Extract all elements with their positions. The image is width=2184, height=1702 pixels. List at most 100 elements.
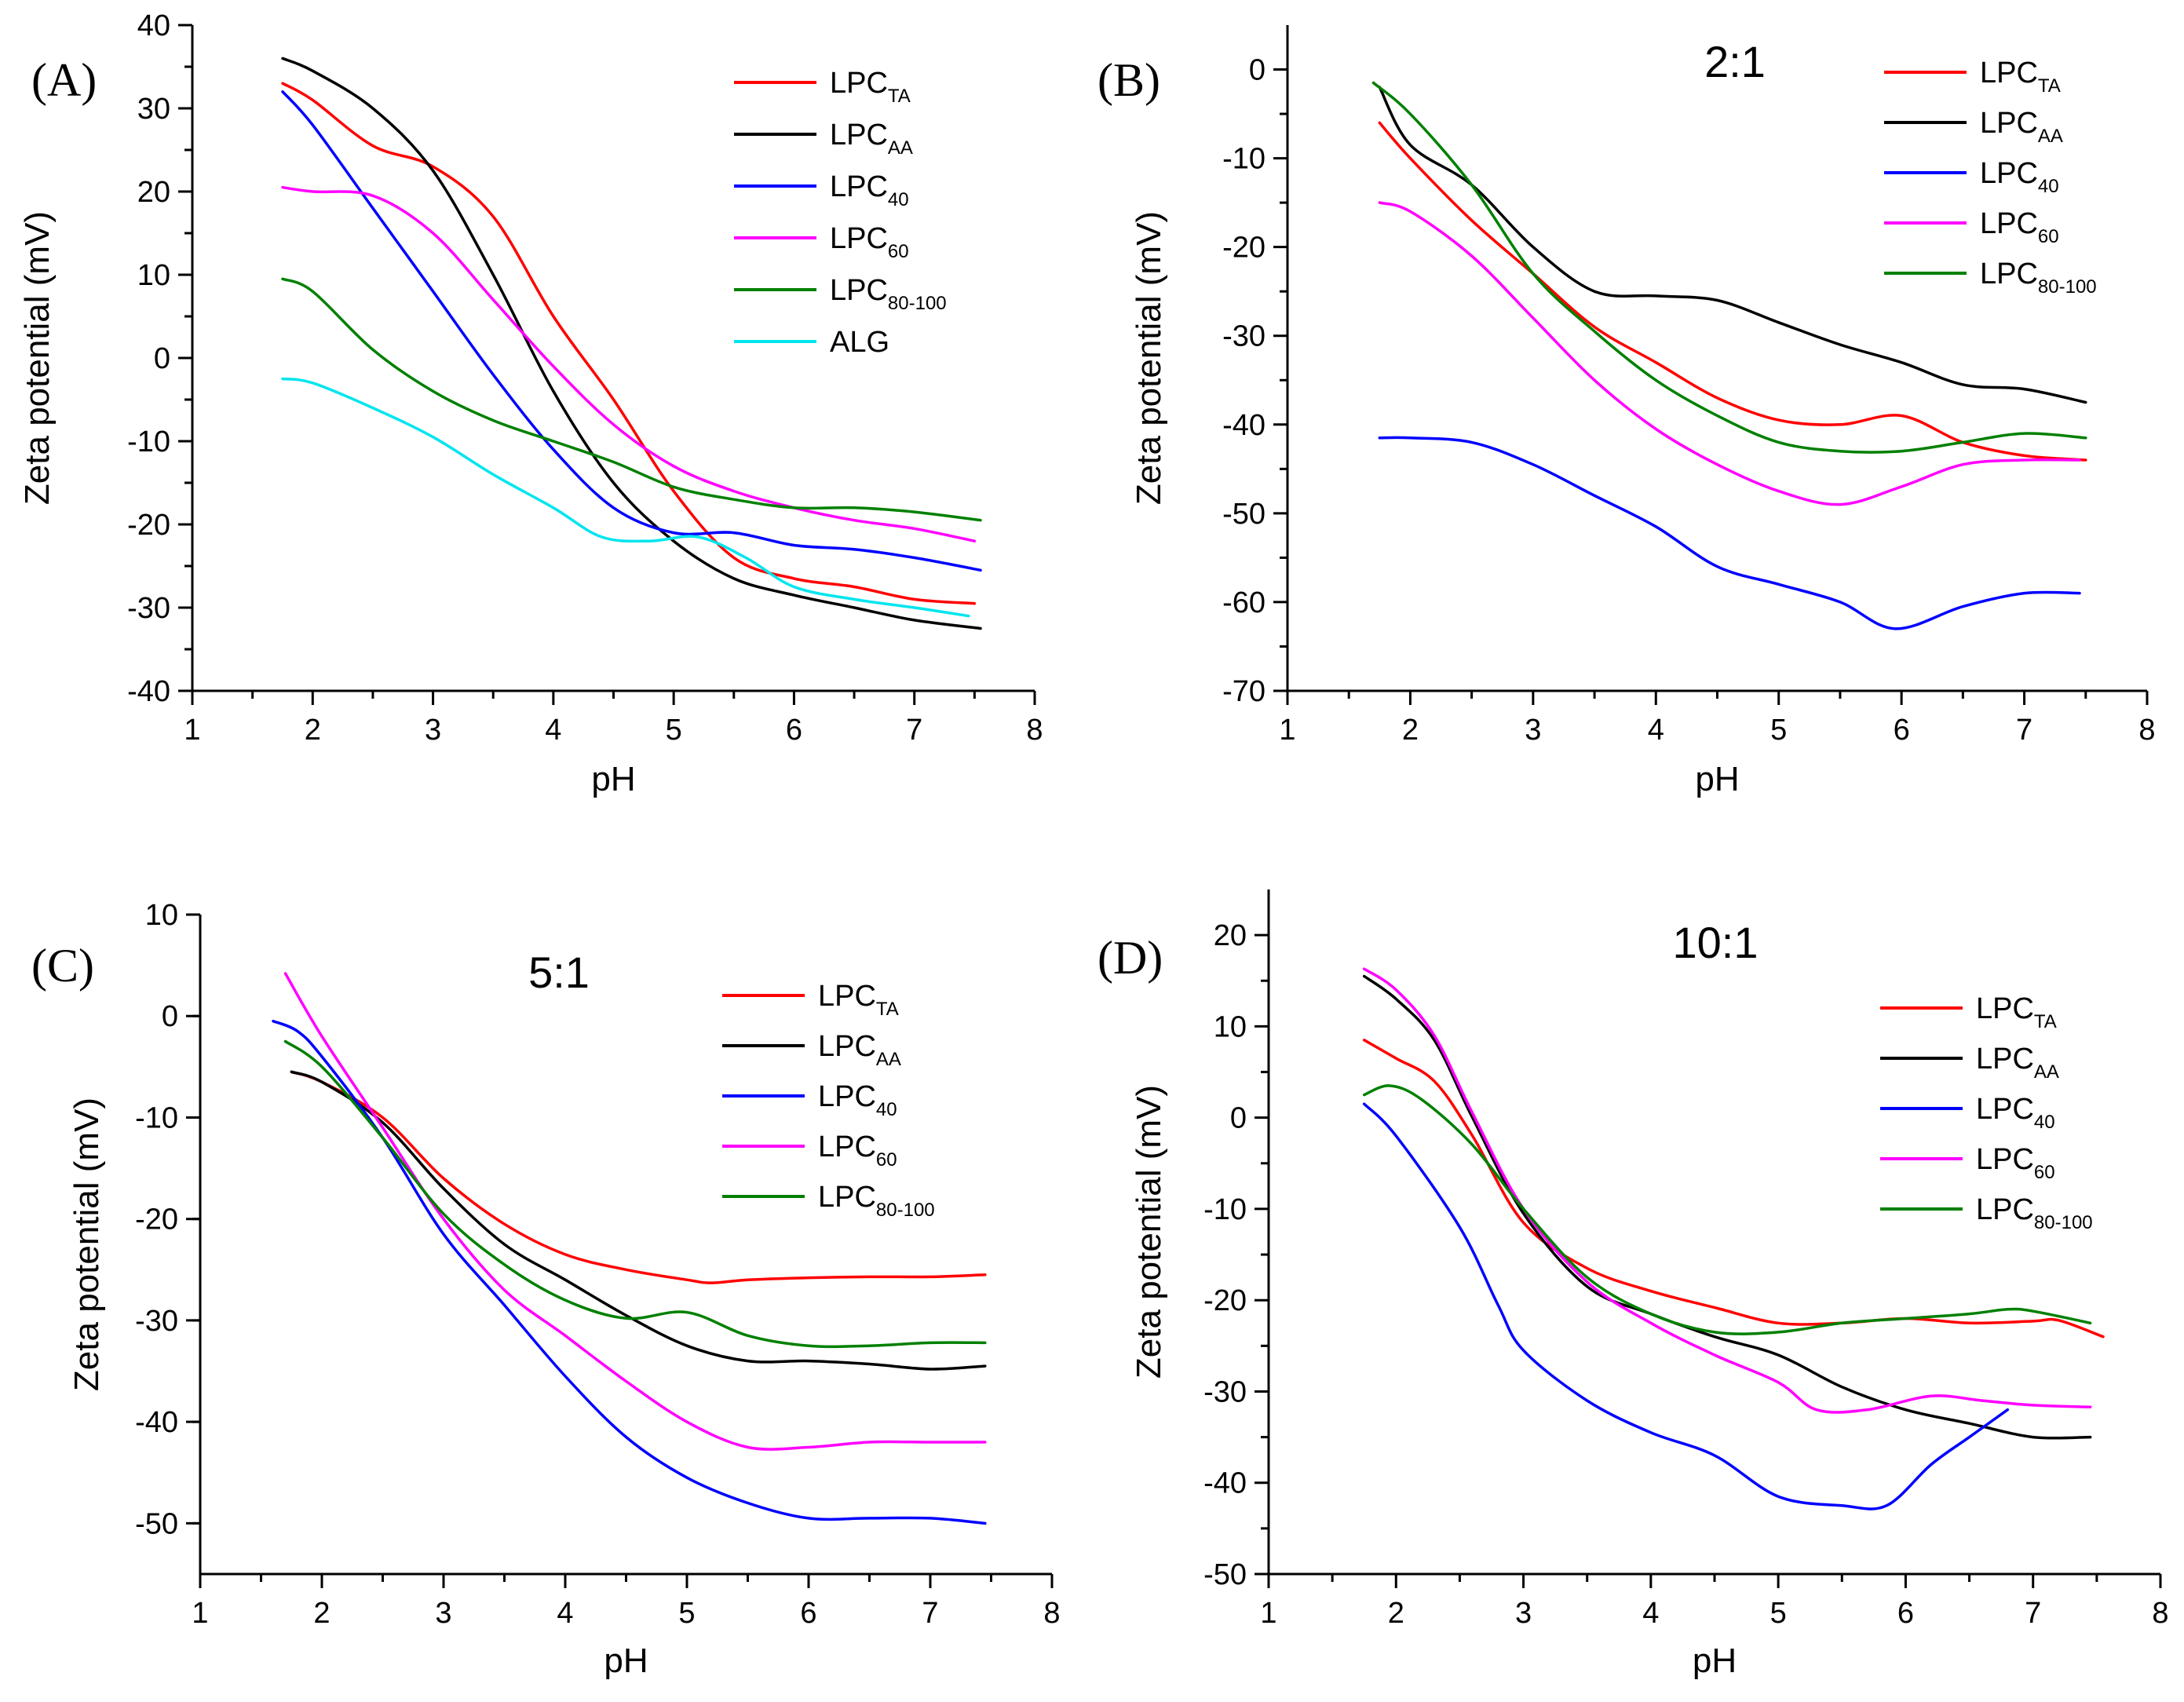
series-line-lpc-60 bbox=[283, 972, 987, 1451]
y-tick-label: 20 bbox=[137, 176, 170, 209]
x-axis-title: pH bbox=[1695, 760, 1739, 798]
x-tick-label: 6 bbox=[1894, 714, 1910, 747]
x-tick-label: 5 bbox=[1770, 1597, 1787, 1630]
series-line-lpc-80-100 bbox=[1362, 1084, 2092, 1335]
series-line-lpc-80-100 bbox=[1371, 81, 2087, 454]
legend-label: LPC80-100 bbox=[1976, 1193, 2093, 1233]
y-tick-label: -30 bbox=[1203, 1375, 1247, 1408]
legend-label: LPC80-100 bbox=[830, 274, 947, 314]
legend-label: LPC60 bbox=[1976, 1143, 2055, 1183]
y-tick-label: 10 bbox=[137, 259, 170, 292]
ratio-label: 10:1 bbox=[1673, 918, 1759, 967]
series-line-lpc-80-100 bbox=[281, 277, 982, 522]
x-tick-label: 8 bbox=[1026, 714, 1043, 747]
y-tick-label: 0 bbox=[154, 342, 170, 375]
y-axis-title: Zeta potential (mV) bbox=[1130, 211, 1168, 505]
x-tick-label: 7 bbox=[922, 1597, 938, 1630]
y-tick-label: -10 bbox=[135, 1101, 178, 1134]
x-tick-label: 3 bbox=[1515, 1597, 1532, 1630]
legend-label: LPC60 bbox=[818, 1130, 897, 1171]
y-tick-label: -40 bbox=[1203, 1467, 1247, 1500]
y-tick-label: -30 bbox=[127, 592, 170, 625]
y-tick-label: 40 bbox=[137, 9, 170, 42]
ratio-label: 2:1 bbox=[1704, 37, 1766, 86]
x-tick-label: 3 bbox=[435, 1597, 451, 1630]
series-line-lpc-ta bbox=[290, 1070, 987, 1284]
y-tick-label: 0 bbox=[1230, 1102, 1247, 1135]
y-tick-label: -20 bbox=[1203, 1284, 1247, 1317]
x-tick-label: 4 bbox=[1642, 1597, 1659, 1630]
series-line-lpc-40 bbox=[1378, 436, 2081, 630]
x-axis-title: pH bbox=[604, 1642, 648, 1680]
x-tick-label: 5 bbox=[666, 714, 682, 747]
y-tick-label: -10 bbox=[1203, 1193, 1247, 1226]
series-line-lpc-40 bbox=[281, 90, 982, 572]
y-tick-label: -40 bbox=[135, 1406, 178, 1439]
y-tick-label: 30 bbox=[137, 93, 170, 126]
y-tick-label: -20 bbox=[135, 1203, 178, 1236]
legend-label: LPCTA bbox=[830, 67, 911, 107]
x-tick-label: 8 bbox=[2152, 1597, 2168, 1630]
y-axis-title: Zeta potential (mV) bbox=[18, 211, 57, 505]
x-tick-label: 4 bbox=[545, 714, 561, 747]
series-line-lpc-ta bbox=[1362, 1039, 2105, 1339]
x-tick-label: 3 bbox=[425, 714, 441, 747]
x-axis-title: pH bbox=[591, 760, 635, 798]
series-line-lpc-ta bbox=[1378, 121, 2087, 462]
series-line-lpc-60 bbox=[1378, 201, 2081, 506]
legend-label: LPC40 bbox=[830, 170, 909, 210]
legend-label: LPC40 bbox=[1980, 157, 2059, 197]
x-tick-label: 6 bbox=[1897, 1597, 1914, 1630]
x-tick-label: 1 bbox=[1260, 1597, 1276, 1630]
x-tick-label: 1 bbox=[192, 1597, 208, 1630]
y-tick-label: -10 bbox=[127, 426, 170, 458]
legend-label: LPCTA bbox=[1980, 57, 2061, 97]
x-tick-label: 5 bbox=[678, 1597, 695, 1630]
y-tick-label: -20 bbox=[1222, 232, 1265, 265]
chart-panel-b: 1 2 3 4 5 6 7 8 -70 -60 -50 -40 -30 -20 -10 0 pH Zeta pot… bbox=[1097, 25, 2156, 798]
x-tick-label: 1 bbox=[1279, 714, 1295, 747]
series-line-alg bbox=[281, 377, 970, 618]
panel-label: (A) bbox=[31, 54, 97, 106]
chart-panel-a: 1 2 3 4 5 6 7 8 -40 -30 -20 -10 0 10 20 30 40 pH Zeta pote… bbox=[18, 9, 1043, 798]
y-tick-label: 0 bbox=[1249, 54, 1265, 87]
series-line-lpc-aa bbox=[281, 57, 982, 630]
x-axis-title: pH bbox=[1693, 1642, 1737, 1680]
y-tick-label: -30 bbox=[135, 1305, 178, 1338]
chart-panel-c: 1 2 3 4 5 6 7 8 -50 -40 -30 -20 -10 0 10 pH Zeta potenti… bbox=[31, 899, 1061, 1680]
x-tick-label: 8 bbox=[2138, 714, 2155, 747]
y-tick-label: -10 bbox=[1222, 143, 1265, 176]
series-line-lpc-80-100 bbox=[283, 1039, 987, 1349]
x-tick-label: 4 bbox=[1648, 714, 1664, 747]
x-tick-label: 7 bbox=[2016, 714, 2032, 747]
series-line-lpc-40 bbox=[272, 1019, 987, 1525]
ratio-label: 5:1 bbox=[528, 948, 590, 997]
x-tick-label: 2 bbox=[1402, 714, 1419, 747]
chart-panel-d: 1 2 3 4 5 6 7 8 -50 -40 -30 -20 -10 0 10 20 pH Zeta poten… bbox=[1097, 889, 2169, 1680]
legend-label: LPC60 bbox=[830, 222, 909, 262]
legend-label: LPCTA bbox=[818, 980, 899, 1020]
x-tick-label: 2 bbox=[305, 714, 321, 747]
y-axis-title: Zeta potential (mV) bbox=[1130, 1085, 1168, 1379]
y-axis-title: Zeta potential (mV) bbox=[68, 1098, 106, 1391]
x-tick-label: 7 bbox=[906, 714, 922, 747]
legend-label: LPCAA bbox=[1980, 107, 2063, 147]
legend-label: LPCAA bbox=[818, 1030, 901, 1070]
y-tick-label: -20 bbox=[127, 509, 170, 542]
x-tick-label: 6 bbox=[786, 714, 802, 747]
x-tick-label: 8 bbox=[1043, 1597, 1060, 1630]
series-line-lpc-aa bbox=[290, 1070, 987, 1371]
series-line-lpc-40 bbox=[1362, 1102, 2010, 1510]
y-tick-label: -60 bbox=[1222, 586, 1265, 619]
x-tick-label: 6 bbox=[800, 1597, 816, 1630]
y-tick-label: -70 bbox=[1222, 675, 1265, 708]
panel-label: (D) bbox=[1097, 932, 1163, 984]
y-tick-label: -40 bbox=[1222, 409, 1265, 442]
y-tick-label: -30 bbox=[1222, 320, 1265, 353]
y-tick-label: -40 bbox=[127, 675, 170, 708]
y-tick-label: 10 bbox=[1214, 1010, 1247, 1043]
legend-label: LPC60 bbox=[1980, 207, 2059, 247]
legend-label: LPCTA bbox=[1976, 992, 2057, 1032]
x-tick-label: 2 bbox=[1388, 1597, 1404, 1630]
